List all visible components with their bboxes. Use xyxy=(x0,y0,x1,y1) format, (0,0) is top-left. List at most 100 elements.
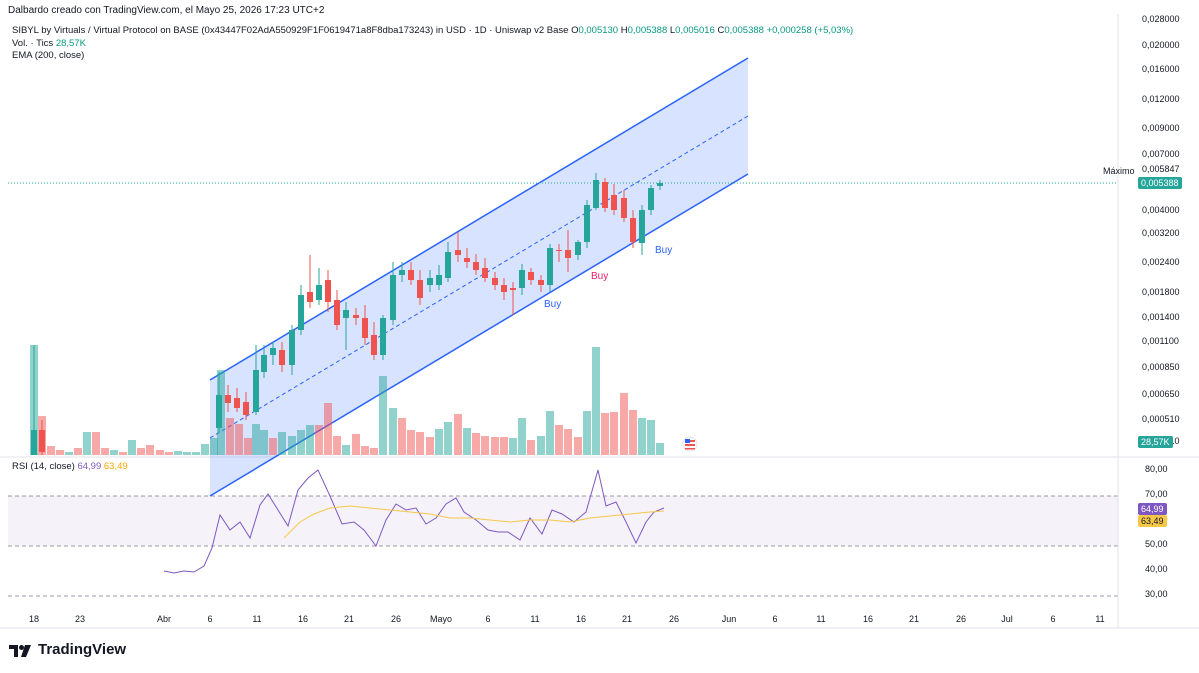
volume-bar xyxy=(518,418,526,455)
ohlc-low: L0,005016 xyxy=(669,25,715,36)
candle-body xyxy=(639,210,645,243)
candle-body xyxy=(565,250,571,258)
buy-signal-label: Buy xyxy=(544,299,562,310)
candle-body xyxy=(225,395,231,403)
volume-bar xyxy=(537,436,545,455)
volume-bar xyxy=(491,437,499,455)
rsi-axis-label: 80,00 xyxy=(1145,464,1168,474)
volume-bar xyxy=(210,438,218,455)
volume-bar xyxy=(92,432,100,455)
candle-body xyxy=(289,330,295,365)
candle-body xyxy=(343,310,349,318)
candle-body xyxy=(408,270,414,280)
candle-body xyxy=(648,188,654,210)
volume-bar xyxy=(183,452,191,455)
rsi-legend[interactable]: RSI (14, close) 64,99 63,49 xyxy=(12,461,128,472)
volume-bar xyxy=(119,452,127,455)
rsi-axis-label: 30,00 xyxy=(1145,589,1168,599)
price-axis-label: 0,004000 xyxy=(1142,205,1180,215)
volume-bar xyxy=(546,411,554,455)
candle-body xyxy=(501,285,507,292)
volume-bar xyxy=(361,446,369,455)
volume-bar xyxy=(192,452,200,455)
volume-bar xyxy=(56,450,64,455)
chart-created-by: Dalbardo creado con TradingView.com, el … xyxy=(8,5,325,16)
time-axis-label: 21 xyxy=(343,614,355,624)
volume-bar xyxy=(65,452,73,455)
candle-body xyxy=(492,278,498,285)
price-axis-label: 0,000650 xyxy=(1142,389,1180,399)
volume-bar xyxy=(592,347,600,455)
candle-body xyxy=(316,285,322,300)
candle-body xyxy=(371,335,377,355)
candle-body xyxy=(325,280,331,302)
volume-bar xyxy=(379,376,387,455)
price-axis-label: 0,028000 xyxy=(1142,14,1180,24)
time-axis-label: 11 xyxy=(530,614,540,624)
volume-bar xyxy=(260,430,268,455)
volume-bar xyxy=(398,418,406,455)
candle-body xyxy=(436,275,442,285)
volume-bar xyxy=(306,425,314,455)
volume-bar xyxy=(574,437,582,455)
volume-bar xyxy=(352,434,360,455)
candle-body xyxy=(216,395,222,428)
tradingview-logo[interactable]: TradingView xyxy=(8,641,126,658)
candle-body xyxy=(630,218,636,242)
volume-bar xyxy=(435,429,443,455)
rsi-value: 64,99 xyxy=(77,461,102,472)
candle-body xyxy=(39,430,45,452)
candle-body xyxy=(547,248,553,285)
us-flag-icon[interactable] xyxy=(682,436,698,452)
price-axis-label: 0,001400 xyxy=(1142,312,1180,322)
volume-bar xyxy=(555,425,563,455)
volume-bar xyxy=(252,424,260,455)
candle-body xyxy=(399,270,405,275)
volume-bar xyxy=(47,446,55,455)
volume-bar xyxy=(426,437,434,455)
candle-body xyxy=(611,195,617,210)
max-label: Máximo xyxy=(1103,166,1135,176)
volume-bar xyxy=(500,437,508,455)
time-axis-label: 16 xyxy=(575,614,587,624)
volume-bar xyxy=(235,424,243,455)
candle-body xyxy=(657,183,663,186)
symbol-legend[interactable]: SIBYL by Virtuals / Virtual Protocol on … xyxy=(12,25,853,36)
price-axis-label: 0,001800 xyxy=(1142,287,1180,297)
volume-bar xyxy=(647,420,655,455)
tradingview-logo-text: TradingView xyxy=(38,641,127,658)
price-axis-label: 0,000510 xyxy=(1142,414,1180,424)
time-axis-label: 16 xyxy=(862,614,874,624)
time-axis-label: 11 xyxy=(1095,614,1105,624)
volume-legend[interactable]: Vol. · Tics 28,57K xyxy=(12,38,86,49)
price-axis-label: 0,020000 xyxy=(1142,40,1180,50)
volume-bar xyxy=(472,433,480,455)
volume-bar xyxy=(226,418,234,455)
ema-legend[interactable]: EMA (200, close) xyxy=(12,50,84,61)
candle-body xyxy=(334,300,340,325)
rsi-axis-label: 50,00 xyxy=(1145,539,1168,549)
rsi-tag: 64,99 xyxy=(1138,503,1167,515)
volume-bar xyxy=(509,438,517,455)
volume-bar xyxy=(629,410,637,455)
volume-bar xyxy=(463,428,471,455)
candle-body xyxy=(602,182,608,208)
ohlc-high: H0,005388 xyxy=(620,25,668,36)
time-axis-label: 21 xyxy=(621,614,633,624)
price-axis-label: 0,001100 xyxy=(1142,336,1179,346)
time-axis-label: Mayo xyxy=(429,614,453,624)
volume-bar xyxy=(407,430,415,455)
volume-bar xyxy=(389,408,397,455)
candle-body xyxy=(482,268,488,278)
volume-bar xyxy=(110,450,118,455)
rsi-line xyxy=(163,469,665,574)
rsi-axis-label: 40,00 xyxy=(1145,564,1168,574)
volume-bar xyxy=(174,451,182,455)
candle-body xyxy=(390,275,396,320)
time-axis-label: 18 xyxy=(28,614,40,624)
rsi-ma-line xyxy=(283,505,665,539)
time-axis-label: Jun xyxy=(721,614,737,624)
buy-signal-label-2: Buy xyxy=(655,245,673,256)
candle-body xyxy=(253,370,259,412)
